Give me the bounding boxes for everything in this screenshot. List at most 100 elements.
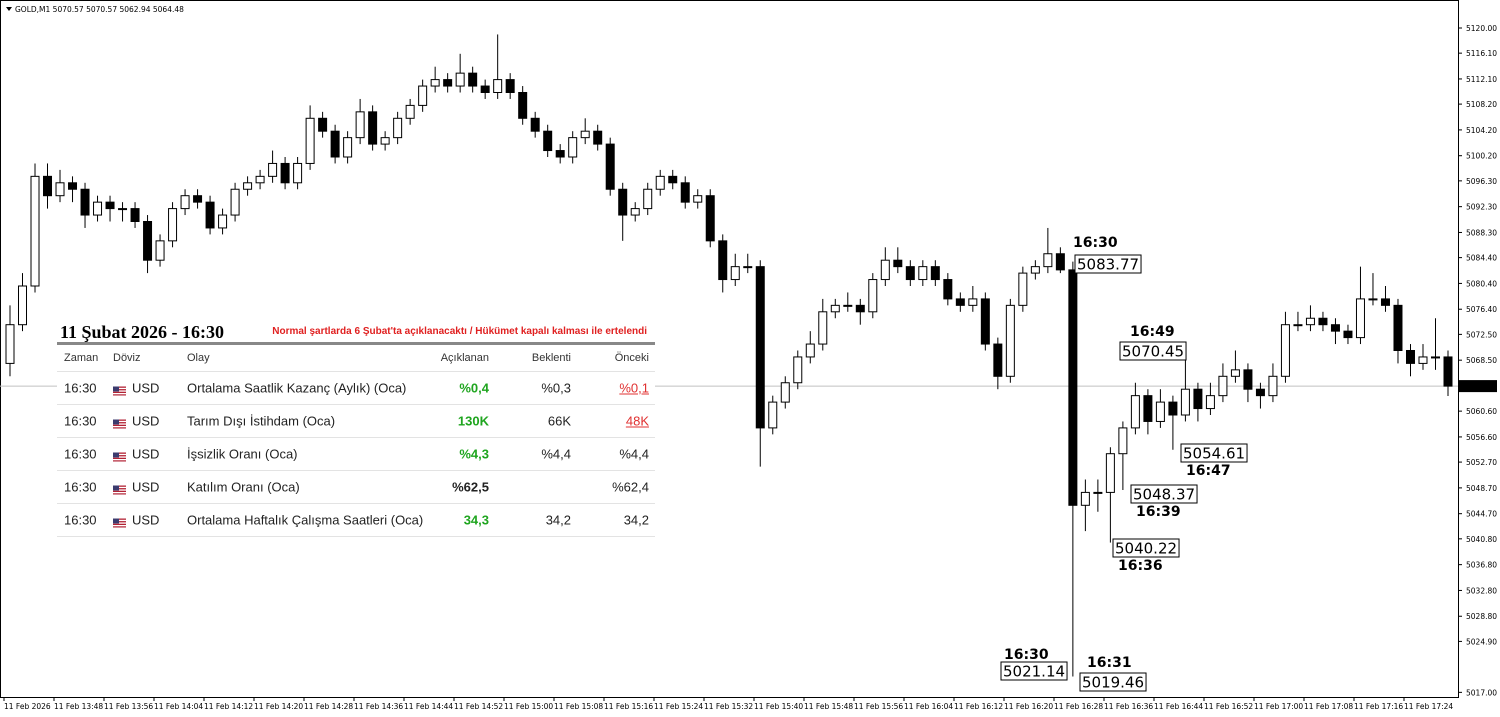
table-cell: 130K <box>457 413 489 429</box>
candle-body <box>1168 401 1178 416</box>
candle-body <box>1418 356 1428 364</box>
x-tick-label: 11 Feb 15:40 <box>754 702 803 711</box>
x-tick-label: 11 Feb 15:32 <box>704 702 753 711</box>
candle-body <box>755 266 765 429</box>
candle-body <box>1293 324 1303 327</box>
x-tick-label: 11 Feb 14:44 <box>404 702 453 711</box>
menu-icon[interactable] <box>6 7 12 11</box>
table-cell: USD <box>132 446 160 462</box>
x-tick-label: 11 Feb 15:24 <box>654 702 703 711</box>
candle-body <box>405 104 415 119</box>
candle-body <box>343 137 353 158</box>
x-tick-label: 11 Feb 16:04 <box>904 702 953 711</box>
annotation-time: 16:49 <box>1130 324 1175 340</box>
y-tick-label: 5084.40 <box>1466 254 1497 263</box>
candle-body <box>1068 269 1078 506</box>
candle-body <box>1043 253 1053 268</box>
col-header: Beklenti <box>531 352 571 364</box>
candle-body <box>1130 395 1140 429</box>
candle-body <box>1055 253 1065 271</box>
table-cell: %0,4 <box>459 380 489 396</box>
y-tick-label: 5060.60 <box>1466 407 1497 416</box>
x-tick-label: 11 Feb 16:44 <box>1154 702 1203 711</box>
candle-body <box>18 285 28 326</box>
annotation-box <box>1130 484 1198 504</box>
table-row: 16:30 USD Tarım Dışı İstihdam (Oca) 130K 66K… <box>57 405 655 438</box>
candle-body <box>318 117 328 132</box>
candle-body <box>980 298 990 345</box>
annotation-time: 16:47 <box>1186 463 1231 479</box>
x-tick-label: 11 Feb 15:08 <box>554 702 603 711</box>
candle-body <box>893 259 903 268</box>
candle-body <box>118 208 128 211</box>
us-flag <box>113 516 126 528</box>
annotation-box <box>1180 443 1248 463</box>
us-flag <box>113 450 126 462</box>
annotation-value: 5048.37 <box>1133 486 1195 504</box>
candle-body <box>905 266 915 281</box>
candle-body <box>1030 266 1040 274</box>
col-header: Zaman <box>64 352 99 364</box>
x-tick-label: 11 Feb 16:20 <box>1004 702 1053 711</box>
candle-body <box>380 137 390 145</box>
candle-body <box>1005 304 1015 377</box>
annotation-time: 16:36 <box>1118 558 1163 574</box>
table-cell: USD <box>132 413 160 429</box>
candle-body <box>668 175 678 184</box>
candle-body <box>68 182 78 190</box>
x-tick-label: 11 Feb 15:56 <box>854 702 903 711</box>
candle-body <box>1093 491 1103 494</box>
candle-body <box>1255 388 1265 397</box>
table-cell: %62,5 <box>452 479 489 495</box>
candle-body <box>330 130 340 158</box>
candle-body <box>1393 304 1403 351</box>
y-tick-label: 5032.80 <box>1466 586 1497 595</box>
annotation-box <box>1079 672 1147 692</box>
candle-body <box>455 72 465 87</box>
table-note: Normal şartlarda 6 Şubat'ta açıklanacakt… <box>272 326 647 337</box>
candle-body <box>868 279 878 313</box>
candle-body <box>1343 330 1353 339</box>
annotation-value: 5083.77 <box>1077 256 1139 274</box>
candle-body <box>293 162 303 184</box>
last-price-label: 5064.48 <box>1463 382 1494 391</box>
candle-body <box>680 182 690 203</box>
calendar-table: 11 Şubat 2026 - 16:30 Normal şartlarda 6… <box>57 322 655 537</box>
table-row: 16:30 USD Katılım Oranı (Oca) %62,5 %62,4 <box>57 471 655 504</box>
y-tick-label: 5072.50 <box>1466 330 1497 339</box>
table-cell: Ortalama Saatlik Kazanç (Aylık) (Oca) <box>187 380 407 396</box>
candle-body <box>543 130 553 152</box>
candle-body <box>1355 298 1365 339</box>
x-tick-label: 11 Feb 16:36 <box>1104 702 1153 711</box>
candle-body <box>468 72 478 87</box>
last-price-box <box>1459 380 1497 393</box>
annotation-value: 5070.45 <box>1122 343 1184 361</box>
table-cell: 34,2 <box>545 512 571 528</box>
candle-body <box>1330 324 1340 332</box>
candle-body <box>480 85 490 93</box>
table-cell: %4,3 <box>459 446 489 462</box>
annotation-box <box>1112 538 1180 558</box>
candle-body <box>143 220 153 261</box>
candle-body <box>1443 356 1453 387</box>
y-tick-label: 5076.40 <box>1466 305 1497 314</box>
x-tick-label: 11 Feb 17:08 <box>1304 702 1353 711</box>
table-cell: Tarım Dışı İstihdam (Oca) <box>187 413 336 429</box>
candle-body <box>593 130 603 145</box>
annotation-time: 16:30 <box>1073 235 1118 251</box>
x-tick-label: 11 Feb 17:24 <box>1404 702 1453 711</box>
table-row: 16:30 USD Ortalama Haftalık Çalışma Saatle… <box>57 504 655 537</box>
annotation-value: 5040.22 <box>1115 540 1177 558</box>
candle-body <box>693 195 703 203</box>
table-cell: USD <box>132 479 160 495</box>
annotation-box <box>1119 341 1187 361</box>
table-cell: %4,4 <box>619 446 649 462</box>
table-cell: Katılım Oranı (Oca) <box>187 479 300 495</box>
us-flag <box>113 417 126 429</box>
candle-body <box>1018 272 1028 306</box>
candle-body <box>168 208 178 242</box>
table-cell: USD <box>132 380 160 396</box>
table-cell: 66K <box>547 413 571 429</box>
x-tick-label: 11 Feb 13:56 <box>104 702 153 711</box>
candle-body <box>280 162 290 184</box>
